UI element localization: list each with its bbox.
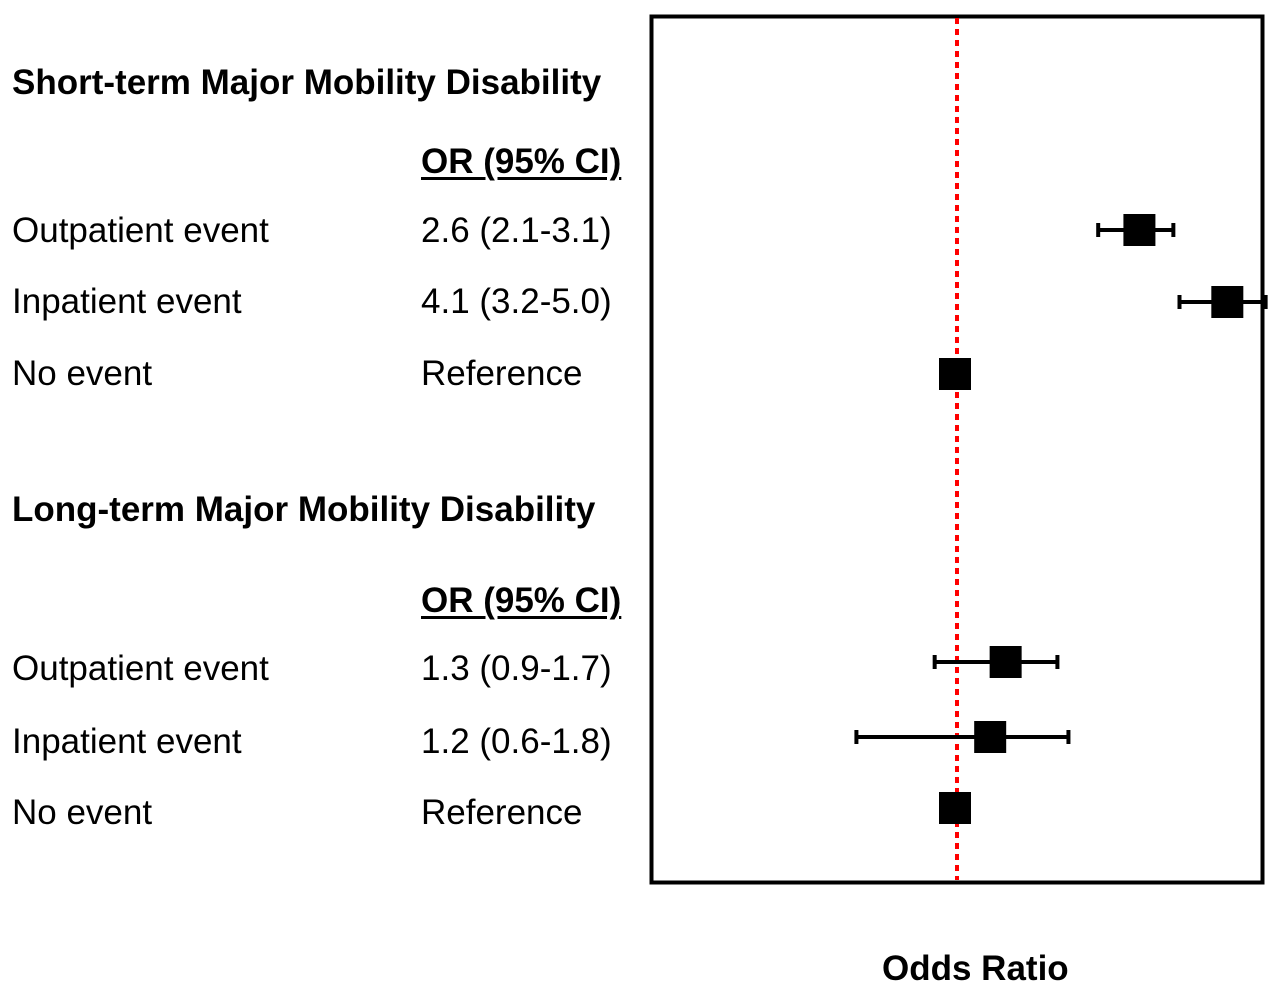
- odds-ratio-marker: [1123, 214, 1156, 246]
- odds-ratio-marker: [974, 721, 1007, 753]
- column-header-or-ci: OR (95% CI): [421, 142, 622, 181]
- row-value-inpatient: 1.2 (0.6-1.8): [421, 722, 612, 761]
- row-label-outpatient: Outpatient event: [12, 211, 269, 250]
- odds-ratio-marker: [1211, 286, 1244, 318]
- row-value-reference: Reference: [421, 793, 583, 832]
- row-label-no-event: No event: [12, 793, 153, 832]
- row-label-outpatient: Outpatient event: [12, 649, 269, 688]
- row-label-no-event: No event: [12, 354, 153, 393]
- row-value-reference: Reference: [421, 354, 583, 393]
- row-value-outpatient: 1.3 (0.9-1.7): [421, 649, 612, 688]
- row-value-inpatient: 4.1 (3.2-5.0): [421, 282, 612, 321]
- row-value-outpatient: 2.6 (2.1-3.1): [421, 211, 612, 250]
- row-label-inpatient: Inpatient event: [12, 722, 242, 761]
- odds-ratio-marker: [939, 358, 971, 390]
- group-title-long-term: Long-term Major Mobility Disability: [12, 490, 596, 529]
- column-header-or-ci: OR (95% CI): [421, 581, 622, 620]
- plot-frame: [649, 14, 1265, 885]
- group-title-short-term: Short-term Major Mobility Disability: [12, 63, 602, 102]
- x-axis-title: Odds Ratio: [882, 949, 1069, 988]
- odds-ratio-marker: [989, 646, 1022, 678]
- odds-ratio-marker: [939, 792, 971, 824]
- row-label-inpatient: Inpatient event: [12, 282, 242, 321]
